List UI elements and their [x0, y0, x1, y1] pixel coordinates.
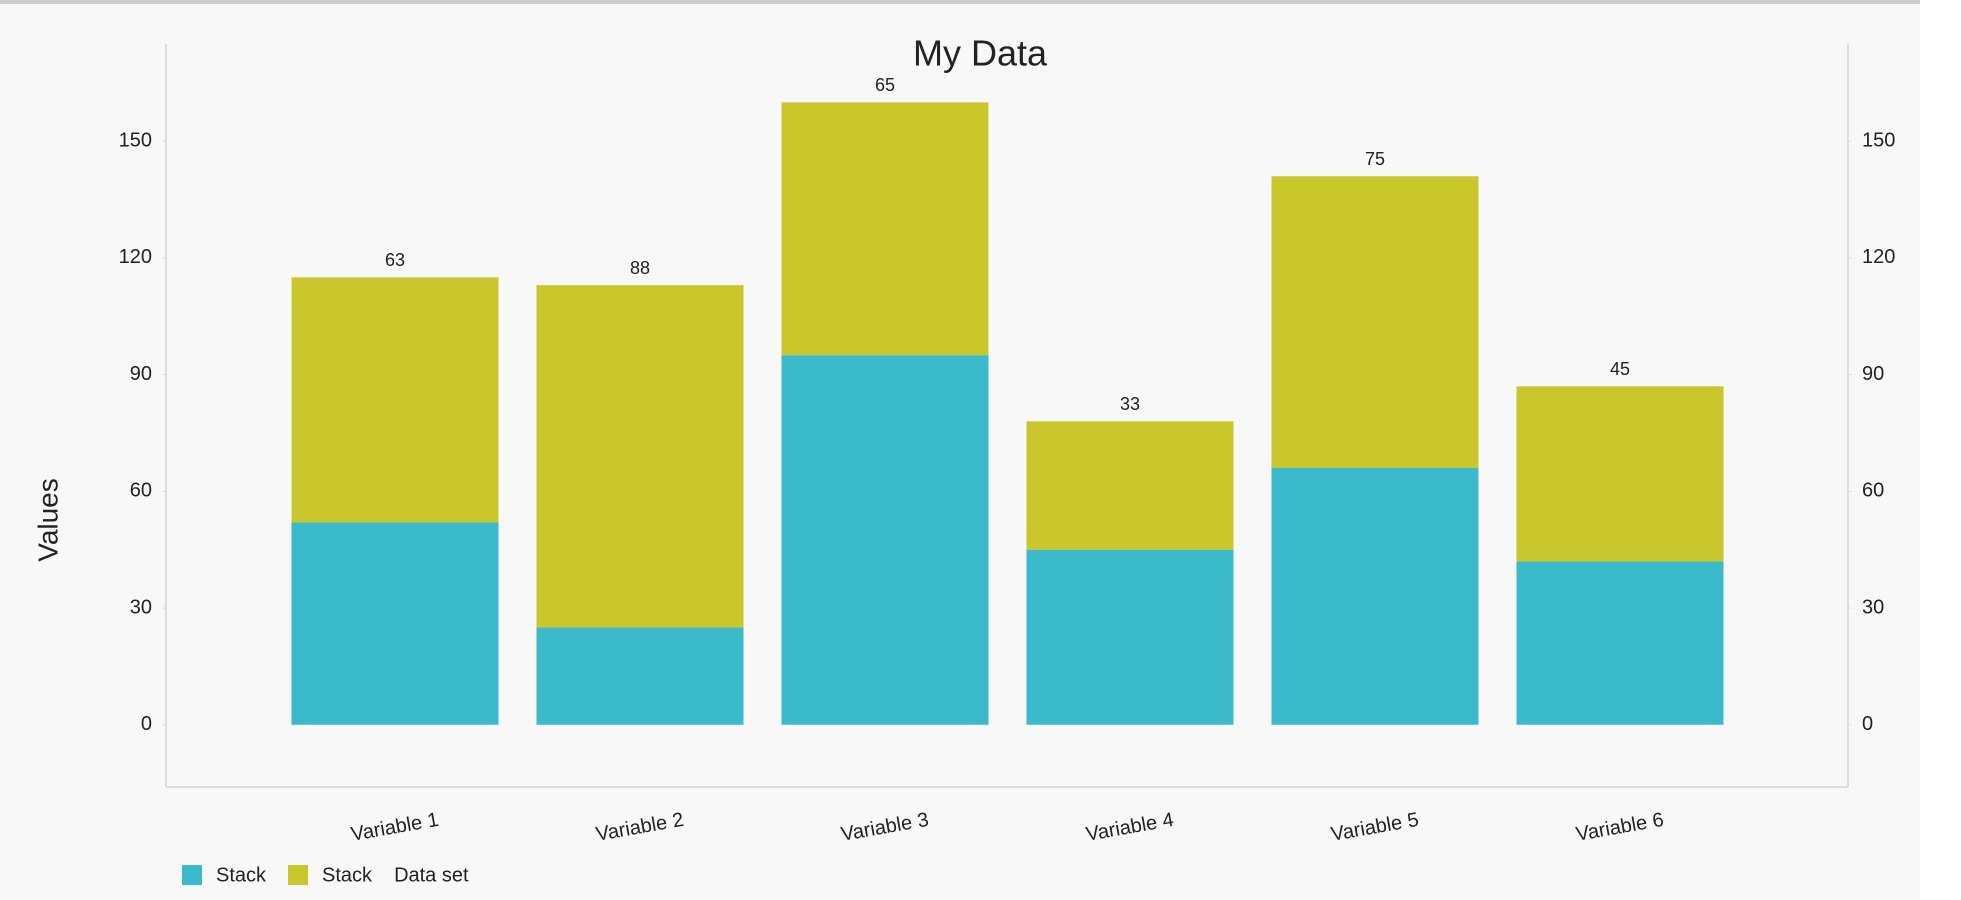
bar-segment [1271, 176, 1479, 469]
legend-title: Data set [394, 864, 469, 886]
y2-tick-label: 60 [1862, 480, 1884, 502]
legend-label: Stack [322, 864, 373, 886]
top-border [0, 0, 1920, 4]
y-tick-label: 90 [130, 363, 152, 385]
bar-segment [781, 355, 989, 725]
y-tick-label: 0 [141, 713, 152, 735]
data-label: 63 [385, 250, 405, 270]
data-label: 75 [1365, 149, 1385, 169]
x-tick-label: Variable 3 [839, 809, 930, 846]
bar-segment [781, 102, 989, 356]
legend-swatch [182, 865, 202, 885]
x-tick-label: Variable 5 [1329, 809, 1420, 846]
y2-tick-label: 150 [1862, 130, 1895, 152]
x-tick-label: Variable 6 [1574, 809, 1665, 846]
y-tick-label: 60 [130, 480, 152, 502]
bar-segment [1026, 549, 1234, 725]
y2-tick-label: 120 [1862, 246, 1895, 268]
y-tick-label: 30 [130, 596, 152, 618]
data-label: 45 [1610, 359, 1630, 379]
y2-tick-label: 0 [1862, 713, 1873, 735]
data-label: 65 [875, 75, 895, 95]
right-margin [1920, 0, 1961, 900]
bar-segment [1271, 468, 1479, 725]
bar-segment [291, 277, 499, 523]
y-tick-label: 150 [119, 130, 152, 152]
bar-segment [1516, 561, 1724, 725]
data-label: 88 [630, 258, 650, 278]
y-tick-label: 120 [119, 246, 152, 268]
legend-swatch [288, 865, 309, 885]
y-axis-label: Values [32, 478, 63, 562]
x-tick-label: Variable 4 [1084, 809, 1175, 846]
chart-title: My Data [913, 33, 1048, 74]
data-label: 33 [1120, 394, 1140, 414]
bar-segment [291, 522, 499, 725]
bar-segment [1026, 421, 1234, 550]
bar-segment [536, 627, 744, 725]
y2-tick-label: 90 [1862, 363, 1884, 385]
legend-label: Stack [216, 864, 267, 886]
x-tick-label: Variable 1 [349, 809, 440, 846]
bar-segment [1516, 386, 1724, 562]
x-tick-label: Variable 2 [594, 809, 685, 846]
y2-tick-label: 30 [1862, 596, 1884, 618]
bar-segment [536, 285, 744, 628]
